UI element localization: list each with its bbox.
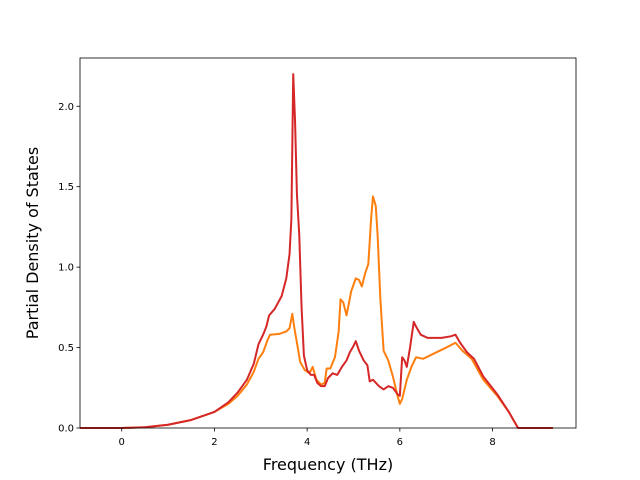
- y-tick-label: 0.5: [58, 343, 74, 354]
- x-tick-label: 0: [119, 437, 125, 448]
- x-axis-label: Frequency (THz): [263, 455, 393, 474]
- x-tick-label: 2: [211, 437, 217, 448]
- x-tick-label: 8: [489, 437, 495, 448]
- y-tick-label: 0.0: [58, 424, 74, 435]
- x-tick-label: 4: [304, 437, 310, 448]
- y-tick-label: 2.0: [58, 102, 74, 113]
- y-tick-label: 1.0: [58, 263, 74, 274]
- x-axis: 0 2 4 6 8: [119, 428, 496, 448]
- y-tick-label: 1.5: [58, 182, 74, 193]
- series-line-1: [80, 73, 553, 429]
- y-axis-label: Partial Density of States: [23, 147, 42, 339]
- plot-frame: [79, 57, 577, 429]
- y-axis: 0.0 0.5 1.0 1.5 2.0: [58, 102, 80, 435]
- plot-background: [80, 58, 576, 428]
- series-line-0: [80, 195, 553, 429]
- series-layer: [80, 73, 553, 429]
- x-tick-label: 6: [397, 437, 403, 448]
